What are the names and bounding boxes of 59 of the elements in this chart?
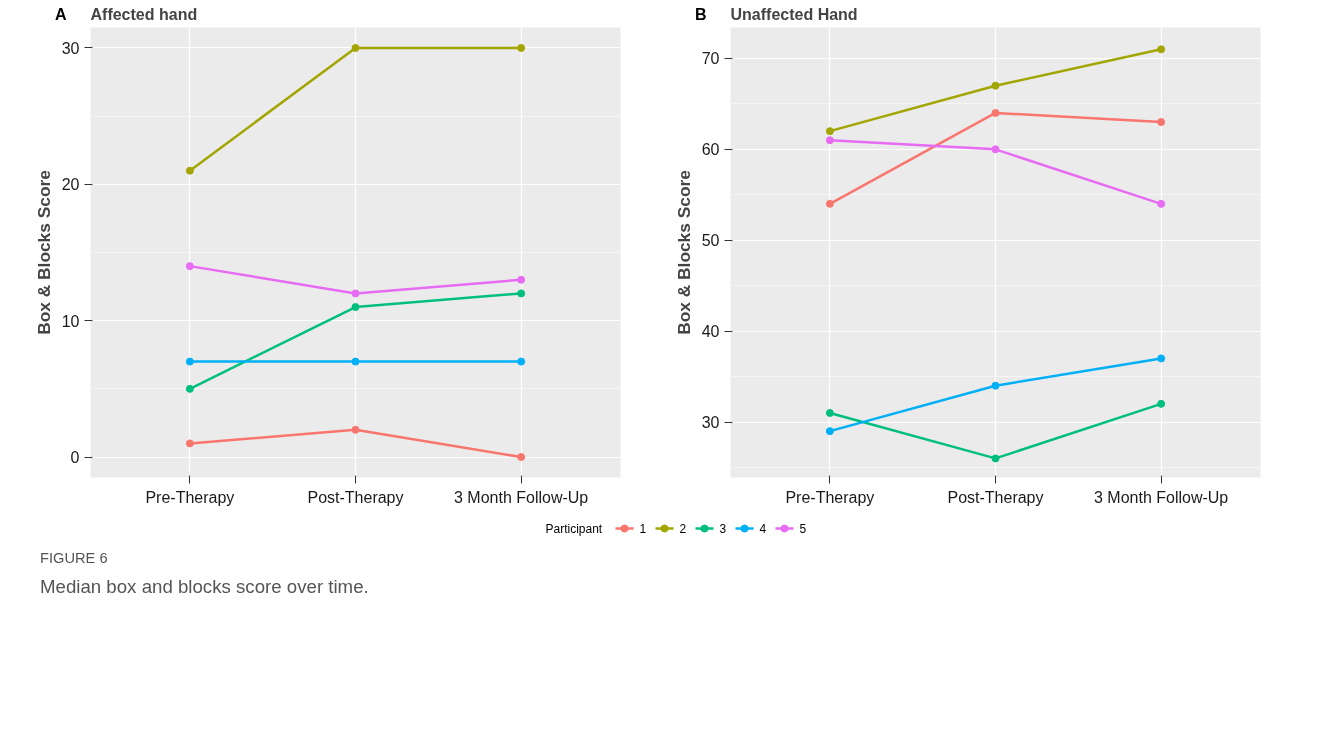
- point: [351, 357, 360, 366]
- point: [991, 381, 1000, 390]
- y-axis-title: Box & Blocks Score: [673, 169, 694, 335]
- point: [185, 261, 194, 270]
- legend-title: Participant: [545, 521, 603, 536]
- point: [185, 384, 194, 393]
- point: [1157, 45, 1166, 54]
- point: [185, 357, 194, 366]
- point: [1157, 399, 1166, 408]
- point: [1157, 354, 1166, 363]
- y-tick-label: 60: [701, 141, 720, 159]
- x-tick-label: Pre-Therapy: [785, 488, 875, 506]
- y-tick-label: 20: [61, 176, 80, 194]
- point: [185, 166, 194, 175]
- text: B: [695, 5, 707, 25]
- caption: FIGURE 6: [40, 548, 108, 568]
- x-tick-label: 3 Month Follow-Up: [1093, 488, 1229, 506]
- point: [185, 439, 194, 448]
- point: [351, 43, 360, 52]
- point: [991, 81, 1000, 90]
- point: [1157, 199, 1166, 208]
- point: [825, 126, 834, 135]
- point: [825, 408, 834, 417]
- point: [991, 108, 1000, 117]
- point: [991, 454, 1000, 463]
- point: [825, 136, 834, 145]
- x-tick-label: Post-Therapy: [947, 488, 1044, 506]
- chart-title: Affected hand: [90, 5, 198, 23]
- point: [517, 452, 526, 461]
- x-tick-label: Post-Therapy: [307, 488, 404, 506]
- legend-label: 2: [679, 521, 687, 536]
- y-tick-label: 30: [61, 39, 80, 57]
- y-axis-title: Box & Blocks Score: [33, 169, 54, 335]
- x-tick-label: Pre-Therapy: [145, 488, 235, 506]
- point: [351, 425, 360, 434]
- point: [1157, 117, 1166, 126]
- text: A: [55, 5, 67, 25]
- y-tick-label: 10: [61, 312, 80, 330]
- legend-label: 3: [719, 521, 727, 536]
- point: [517, 357, 526, 366]
- point: [517, 43, 526, 52]
- point: [351, 289, 360, 298]
- point: [517, 275, 526, 284]
- y-tick-label: 40: [701, 322, 720, 340]
- x-tick-label: 3 Month Follow-Up: [453, 488, 589, 506]
- legend-label: 4: [759, 521, 767, 536]
- point: [517, 289, 526, 298]
- point: [991, 145, 1000, 154]
- point: [825, 199, 834, 208]
- point: [825, 426, 834, 435]
- point: [351, 302, 360, 311]
- y-tick-label: 70: [701, 50, 720, 68]
- y-tick-label: 0: [70, 448, 80, 466]
- text: Median box and blocks score over time.: [40, 574, 369, 599]
- chart-title: Unaffected Hand: [730, 5, 858, 23]
- y-tick-label: 30: [701, 413, 720, 431]
- legend-label: 1: [639, 521, 647, 536]
- legend-label: 5: [799, 521, 807, 536]
- y-tick-label: 50: [701, 232, 720, 250]
